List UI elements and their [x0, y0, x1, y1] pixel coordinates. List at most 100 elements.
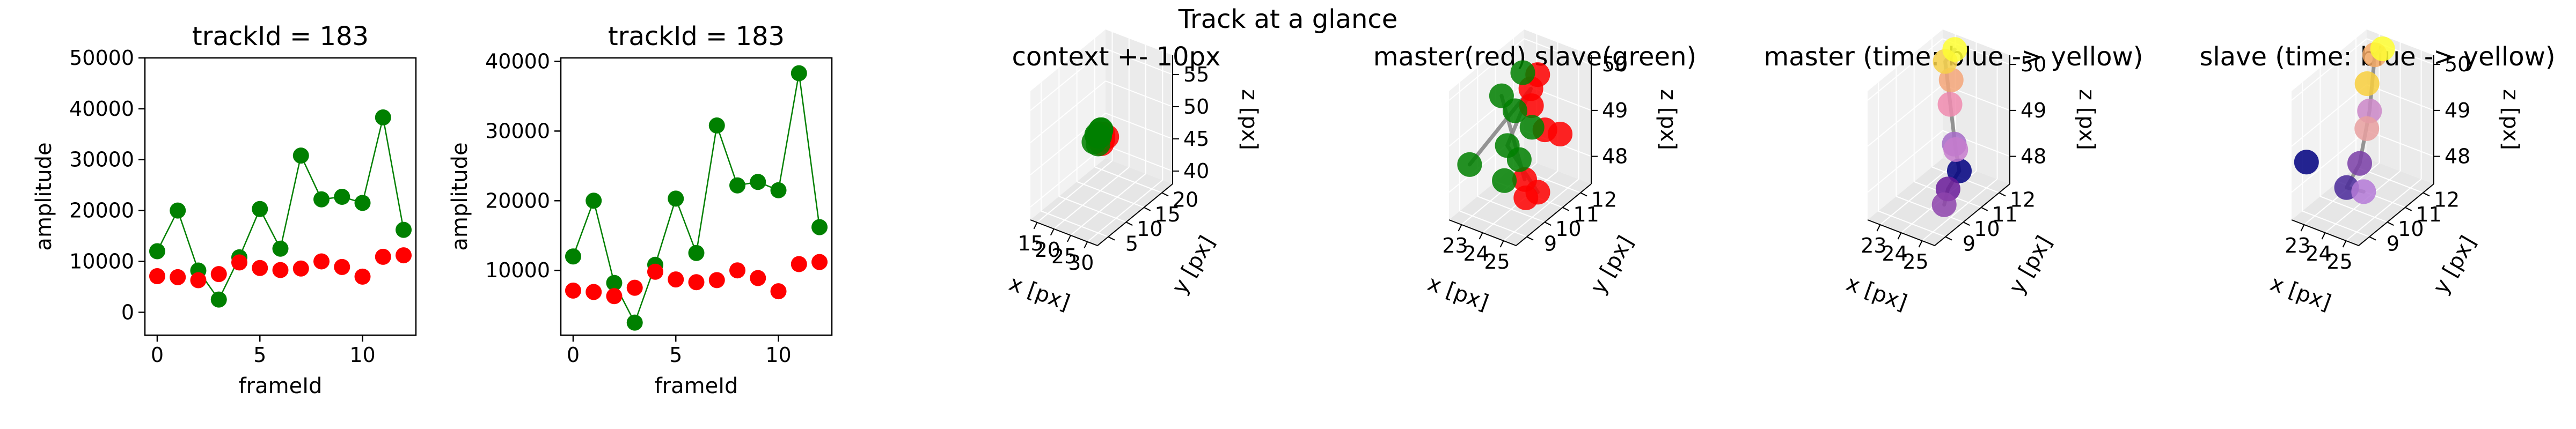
y-axis-label: y [px] [1586, 232, 1638, 298]
grid-line [1105, 48, 1173, 75]
y-tick-label: 9 [1544, 232, 1557, 256]
x-tick-label: 0 [151, 343, 164, 367]
data-point [770, 182, 787, 198]
grid-line [1030, 80, 1106, 143]
chart-0: trackId = 183 0 5 10 0 10000 20000 30000 40000 50… [32, 21, 417, 398]
grid-line [2366, 130, 2434, 157]
y-tick [1981, 206, 1988, 211]
x-axis-label: x [px] [1424, 271, 1491, 315]
x-tick [1876, 224, 1881, 232]
grid-line [1070, 173, 1146, 236]
z-axis-label: z [px] [2074, 89, 2099, 150]
y-axis-line [1934, 183, 2010, 246]
y-tick [1963, 221, 1970, 226]
series-1 [1081, 117, 1114, 157]
y-tick-label: 10 [1974, 217, 2000, 241]
y-tick-label: 12 [2010, 188, 2036, 211]
series-0 [149, 109, 412, 308]
data-point [313, 191, 330, 208]
data-point [1088, 117, 1114, 142]
grid-line [1105, 113, 1173, 139]
data-point [1502, 98, 1527, 123]
data-point [149, 268, 165, 284]
data-point [210, 291, 227, 308]
chart-1: trackId = 183 0 5 10 10000 20000 30000 40000 fra… [448, 21, 833, 398]
data-point [190, 272, 207, 289]
data-point [396, 247, 412, 264]
pane-left [1030, 29, 1106, 220]
x-tick-label: 24 [1882, 242, 1907, 265]
data-point [2370, 36, 2395, 62]
data-point [2351, 179, 2376, 204]
data-point [626, 314, 643, 331]
y-tick-label: 50000 [69, 46, 134, 70]
y-tick-label: 12 [2434, 188, 2460, 211]
y-tick-label: 20000 [485, 189, 550, 212]
grid-line [1030, 145, 1106, 208]
data-point [170, 269, 186, 285]
data-point [606, 275, 623, 291]
grid-line [2302, 210, 2370, 238]
grid-line [1105, 80, 1173, 107]
grid-line [2291, 84, 2367, 147]
grid-line [1030, 48, 1106, 111]
y-tick-label: 10000 [485, 258, 550, 282]
x-tick-label: 30 [1068, 251, 1094, 275]
y-tick [1945, 236, 1952, 241]
y-tick [2405, 206, 2412, 211]
y-tick [2423, 192, 2430, 197]
x-tick [2300, 224, 2305, 232]
grid-line [1053, 167, 1130, 230]
z-tick-label: 45 [1183, 127, 1209, 151]
data-point [1937, 92, 1963, 117]
grid-line [2291, 38, 2367, 101]
series-0 [565, 65, 828, 331]
grid-line [1105, 145, 1173, 172]
data-point [334, 258, 350, 275]
x-axis-label: x [px] [1006, 271, 1073, 315]
data-point [313, 253, 330, 270]
data-point [2294, 150, 2319, 175]
z-tick-label: 50 [2445, 53, 2470, 76]
y-axis-line [2358, 183, 2434, 246]
y-axis-line [1097, 183, 1173, 246]
y-axis-label: y [px] [2004, 232, 2057, 298]
y-tick [1544, 221, 1552, 226]
data-point [210, 266, 227, 283]
x-tick [2321, 232, 2326, 240]
plot-frame [560, 57, 833, 336]
pane-left [1868, 29, 1943, 220]
data-point [791, 65, 807, 82]
grid-line [1878, 210, 1946, 238]
data-point [272, 240, 289, 257]
y-tick-label: 10 [1555, 217, 1581, 241]
z-tick-label: 50 [2021, 53, 2046, 76]
grid-line [1879, 162, 1956, 225]
x-tick-label: 25 [1051, 245, 1077, 268]
x-tick [1918, 240, 1923, 248]
x-axis-label: x [px] [1843, 271, 1910, 315]
z-tick-label: 49 [2021, 99, 2046, 122]
x-tick-label: 24 [2306, 242, 2331, 265]
y-tick-label: 11 [2416, 203, 2441, 226]
data-point [791, 256, 807, 272]
x-tick-label: 23 [2285, 234, 2310, 257]
y-tick-label: 12 [1591, 188, 1617, 211]
z-axis-label: z [px] [1656, 89, 1680, 150]
grid-line [1077, 181, 1145, 208]
data-point [668, 271, 684, 288]
data-point [1931, 192, 1957, 217]
y-tick-label: 40000 [69, 97, 134, 121]
data-point [708, 117, 725, 134]
x-tick [1067, 235, 1071, 242]
x-tick-label: 10 [349, 343, 375, 367]
data-point [606, 288, 623, 305]
data-point [1943, 137, 1968, 162]
x-tick-label: 0 [567, 343, 580, 367]
data-point [354, 268, 371, 285]
series-1 [565, 254, 828, 305]
